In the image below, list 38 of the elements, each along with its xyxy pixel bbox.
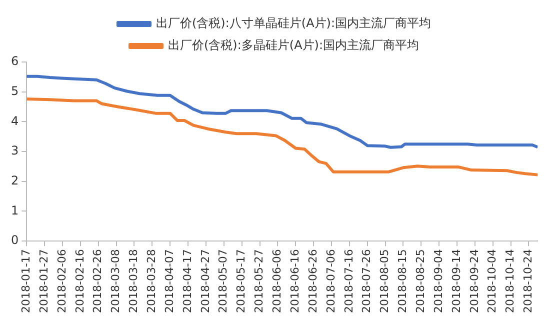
x-tick-label: 2018-10-14: [504, 249, 517, 314]
x-tick-label: 2018-07-26: [360, 249, 374, 314]
x-tick-label: 2018-03-08: [109, 249, 122, 314]
x-tick-label: 2018-01-27: [37, 249, 50, 314]
x-tick-label: 2018-06-26: [306, 249, 320, 314]
legend-label: 出厂价(含税):多晶硅片(A片):国内主流厂商平均: [168, 38, 420, 52]
y-tick-label: 1: [10, 203, 19, 218]
x-tick-label: 2018-08-05: [378, 249, 392, 314]
x-tick-label: 2018-10-04: [486, 249, 499, 314]
y-tick-label: 3: [10, 144, 19, 158]
x-tick-label: 2018-07-16: [342, 249, 356, 314]
y-tick-label: 5: [10, 84, 19, 98]
x-tick-label: 2018-10-24: [522, 249, 535, 314]
x-tick-label: 2018-02-26: [91, 249, 104, 314]
x-tick-label: 2018-06-06: [270, 249, 284, 314]
x-tick-label: 2018-04-27: [198, 249, 212, 314]
x-tick-label: 2018-08-25: [414, 249, 427, 314]
x-tick-label: 2018-04-17: [180, 249, 194, 314]
x-tick-label: 2018-03-18: [127, 249, 140, 314]
y-tick-label: 2: [10, 174, 19, 188]
x-tick-label: 2018-02-06: [55, 249, 68, 314]
x-tick-label: 2018-04-07: [162, 249, 176, 314]
x-tick-label: 2018-01-17: [19, 249, 32, 314]
x-tick-label: 2018-07-06: [324, 249, 338, 314]
x-tick-label: 2018-03-28: [145, 249, 158, 314]
x-tick-label: 2018-05-07: [216, 249, 230, 314]
x-tick-label: 2018-05-27: [252, 249, 266, 314]
y-tick-label: 0: [10, 233, 19, 248]
x-tick-label: 2018-09-24: [468, 249, 481, 314]
legend-label: 出厂价(含税):八寸单晶硅片(A片):国内主流厂商平均: [156, 16, 432, 30]
y-tick-label: 6: [10, 54, 19, 68]
y-tick-label: 4: [10, 114, 19, 128]
x-tick-label: 2018-06-16: [288, 249, 302, 314]
x-tick-label: 2018-05-17: [234, 249, 248, 314]
x-tick-label: 2018-08-15: [396, 249, 410, 314]
x-tick-label: 2018-02-16: [73, 249, 86, 314]
x-tick-label: 2018-09-04: [432, 249, 445, 314]
x-tick-label: 2018-09-14: [450, 249, 463, 314]
